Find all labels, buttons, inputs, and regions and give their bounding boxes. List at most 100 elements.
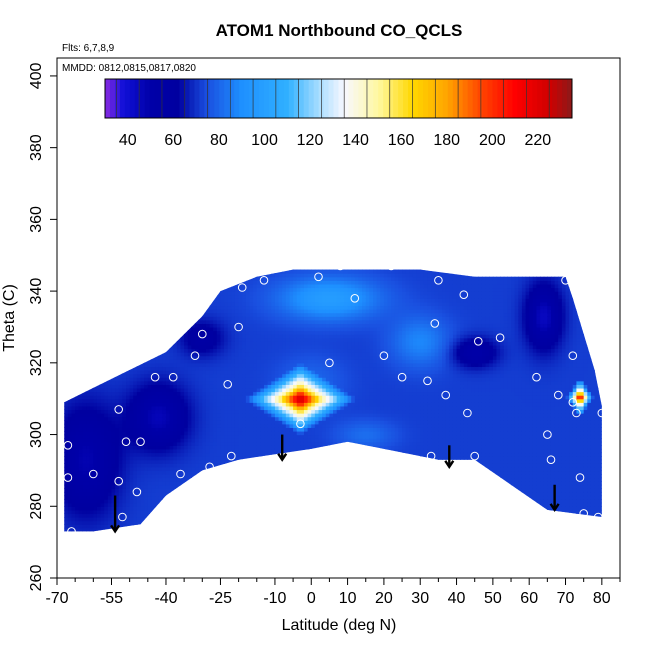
heat-cell: [118, 491, 123, 497]
heat-cell: [67, 448, 73, 454]
heat-cell: [264, 259, 268, 263]
heat-cell: [57, 288, 61, 292]
heat-cell: [195, 283, 200, 289]
heat-cell: [111, 524, 116, 529]
heat-cell: [93, 531, 98, 532]
heat-cell: [89, 513, 94, 518]
heat-cell: [165, 280, 171, 285]
heat-cell: [257, 539, 261, 543]
heat-cell: [100, 362, 105, 368]
heat-cell: [100, 427, 105, 432]
heat-cell: [133, 463, 138, 468]
heat-cell: [126, 276, 131, 281]
heat-cell: [274, 488, 280, 493]
heat-cell: [253, 409, 258, 414]
heat-cell: [79, 259, 83, 263]
heat-cell: [257, 262, 261, 266]
heat-cell: [122, 276, 127, 281]
heat-cell: [173, 370, 178, 375]
heat-cell: [136, 362, 142, 368]
heat-cell: [93, 269, 98, 274]
heat-cell: [151, 423, 156, 428]
heat-cell: [64, 276, 69, 281]
heat-cell: [227, 298, 232, 303]
heat-cell: [216, 362, 222, 368]
heat-cell: [165, 441, 171, 446]
heat-cell: [136, 366, 142, 371]
heat-cell: [147, 488, 153, 493]
heat-cell: [64, 539, 68, 543]
heat-cell: [245, 463, 251, 468]
heat-cell: [271, 484, 276, 489]
heat-cell: [180, 301, 185, 307]
heat-cell: [209, 316, 214, 321]
heat-cell: [100, 499, 105, 504]
heat-cell: [140, 470, 145, 475]
heat-cell: [129, 441, 134, 446]
heat-cell: [253, 301, 258, 307]
heat-cell: [184, 262, 188, 266]
heat-cell: [115, 395, 120, 400]
heat-cell: [169, 362, 174, 368]
heat-cell: [191, 269, 196, 271]
heat-cell: [242, 456, 247, 461]
heat-cell: [271, 359, 276, 364]
heat-cell: [264, 348, 269, 353]
heat-cell: [122, 398, 127, 403]
heat-cell: [268, 535, 272, 539]
heat-cell: [195, 330, 200, 335]
heat-cell: [147, 301, 153, 307]
heat-cell: [151, 405, 156, 411]
heat-cell: [100, 513, 105, 518]
heat-cell: [100, 527, 105, 532]
heat-cell: [234, 481, 240, 486]
heat-cell: [140, 391, 145, 396]
heat-cell: [242, 520, 247, 525]
heat-cell: [165, 269, 171, 271]
heat-cell: [126, 491, 131, 497]
heat-cell: [104, 420, 109, 425]
heat-cell: [227, 499, 232, 504]
heat-cell: [155, 362, 160, 368]
heat-cell: [126, 506, 131, 511]
heat-cell: [256, 319, 261, 324]
heat-cell: [89, 524, 94, 529]
heat-cell: [271, 466, 276, 472]
heat-cell: [195, 294, 200, 299]
heat-cell: [64, 513, 65, 518]
heat-cell: [147, 484, 153, 489]
heat-cell: [82, 441, 87, 446]
heat-cell: [140, 294, 145, 299]
heat-cell: [195, 535, 199, 539]
heat-cell: [111, 291, 116, 296]
heat-cell: [75, 352, 80, 357]
heat-cell: [227, 373, 232, 378]
heat-cell: [86, 520, 91, 525]
heat-cell: [271, 377, 276, 382]
heat-cell: [162, 384, 167, 389]
heat-cell: [198, 344, 203, 350]
heat-cell: [224, 262, 228, 266]
heat-cell: [227, 430, 232, 436]
heat-cell: [75, 287, 80, 292]
heat-cell: [147, 330, 153, 335]
heat-cell: [165, 427, 171, 432]
heat-cell: [256, 348, 261, 353]
heat-cell: [107, 280, 113, 285]
heat-cell: [206, 262, 210, 266]
heat-cell: [151, 341, 156, 346]
heat-cell: [72, 262, 76, 266]
heat-cell: [111, 509, 116, 515]
heat-cell: [82, 259, 86, 263]
heat-cell: [231, 387, 236, 393]
heat-cell: [242, 387, 247, 393]
heat-cell: [67, 377, 73, 382]
heat-cell: [140, 380, 145, 385]
heat-cell: [220, 391, 225, 396]
heat-cell: [245, 474, 251, 479]
heat-cell: [282, 506, 287, 511]
heat-cell: [242, 337, 247, 342]
heat-cell: [253, 337, 258, 342]
heat-cell: [118, 405, 123, 411]
heat-cell: [267, 402, 272, 407]
